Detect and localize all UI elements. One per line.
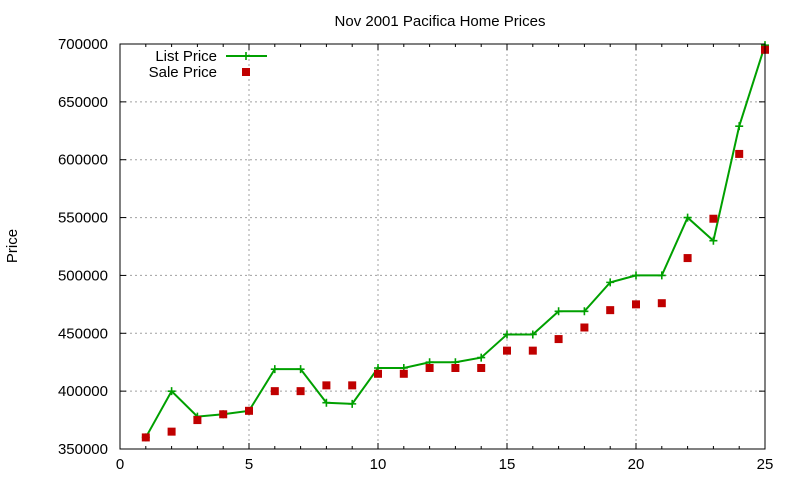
data-point [606, 306, 615, 315]
data-point [632, 271, 640, 280]
chart-title: Nov 2001 Pacifica Home Prices [335, 13, 546, 30]
data-point [322, 381, 331, 390]
data-point [425, 364, 434, 372]
data-point [296, 365, 305, 374]
data-point [193, 416, 202, 425]
series-line [144, 44, 766, 438]
data-point [528, 346, 537, 355]
data-point [141, 433, 150, 442]
data-point [503, 346, 511, 355]
y-tick-label: 600000 [58, 152, 108, 169]
data-point [399, 369, 408, 378]
x-tick-label: 5 [245, 456, 253, 473]
data-point [657, 271, 666, 280]
y-axis-label: Price [4, 229, 21, 263]
x-tick-label: 0 [116, 456, 124, 473]
data-point [374, 369, 382, 378]
data-point [554, 335, 563, 344]
data-point [245, 406, 253, 415]
y-tick-label: 550000 [58, 210, 108, 227]
data-point [451, 364, 460, 372]
y-tick-label: 700000 [58, 36, 108, 53]
data-point [477, 353, 486, 362]
series-list-price [141, 41, 769, 442]
data-point [477, 364, 486, 372]
data-point [580, 307, 589, 316]
grid [120, 44, 765, 449]
data-point [348, 399, 357, 408]
data-point [270, 387, 279, 396]
y-tick-label: 400000 [58, 383, 108, 400]
data-point [683, 213, 692, 222]
data-point [735, 149, 744, 158]
data-point [296, 387, 305, 396]
data-point [709, 214, 718, 223]
data-point [322, 398, 331, 407]
data-point [632, 300, 640, 309]
data-point [657, 299, 666, 308]
y-tick-label: 350000 [58, 441, 108, 458]
legend-label: Sale Price [149, 64, 217, 81]
legend-swatch-marker [242, 68, 250, 76]
data-point [709, 236, 718, 245]
legend-label: List Price [155, 48, 217, 65]
data-point [606, 278, 615, 287]
data-point [580, 323, 589, 332]
data-point [683, 254, 692, 263]
data-point [270, 365, 279, 374]
x-tick-label: 20 [628, 456, 645, 473]
data-point [503, 330, 511, 339]
axes: 0 5 10 15 20 25 350000 400000 450000 500000 550000… [58, 36, 773, 473]
data-point [554, 307, 563, 316]
x-tick-label: 25 [757, 456, 774, 473]
legend-swatch-marker [242, 52, 250, 60]
data-point [528, 330, 537, 339]
series-layer [141, 41, 769, 442]
plot-frame [119, 43, 766, 450]
data-point [167, 427, 176, 436]
data-point [348, 381, 357, 390]
x-tick-label: 15 [499, 456, 516, 473]
data-point [167, 387, 176, 396]
y-tick-label: 500000 [58, 267, 108, 284]
y-tick-label: 450000 [58, 325, 108, 342]
x-tick-label: 10 [370, 456, 387, 473]
data-point [735, 122, 744, 131]
y-tick-label: 650000 [58, 94, 108, 111]
data-point [219, 410, 228, 419]
